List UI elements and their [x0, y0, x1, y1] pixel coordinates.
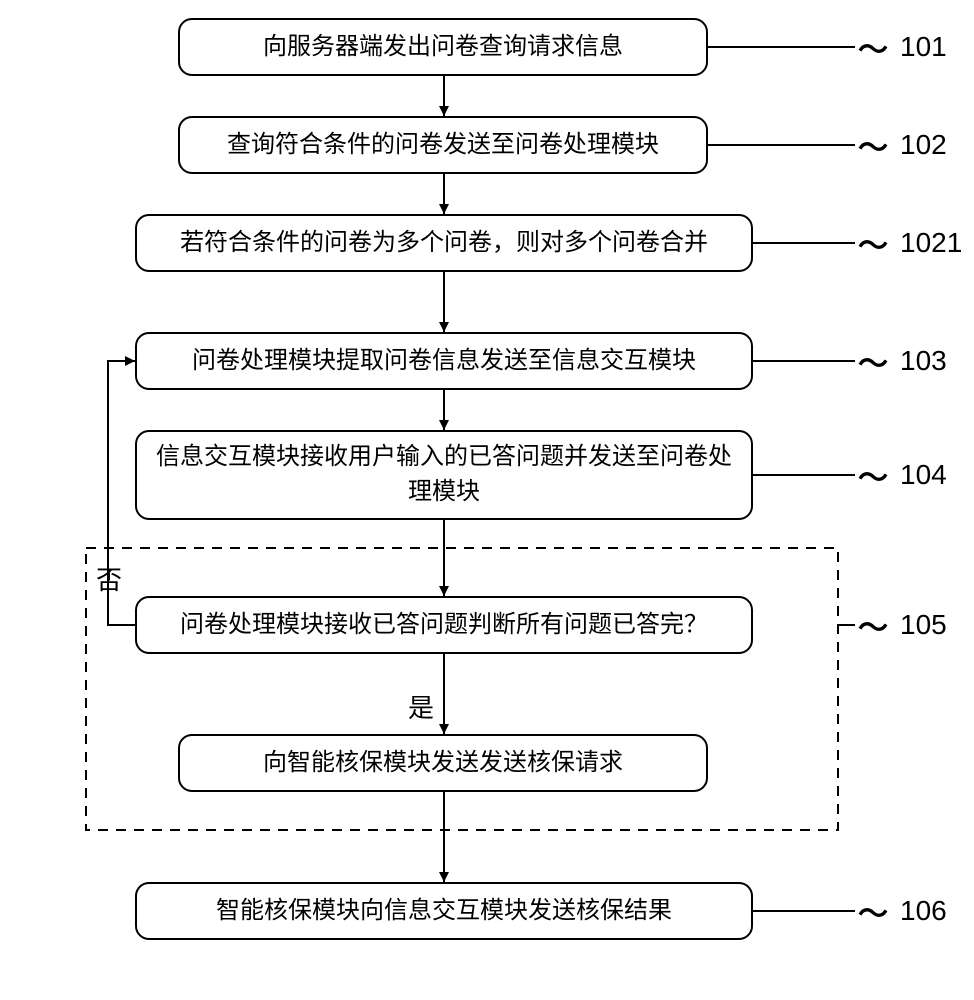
tilde-105: 〜 — [858, 603, 888, 647]
step-1021-text: 若符合条件的问卷为多个问卷，则对多个问卷合并 — [180, 226, 708, 261]
step-105: 问卷处理模块接收已答问题判断所有问题已答完？ — [135, 596, 753, 654]
step-104: 信息交互模块接收用户输入的已答问题并发送至问卷处理模块 — [135, 430, 753, 520]
step-105b-text: 向智能核保模块发送发送核保请求 — [263, 746, 623, 781]
label-105: 105 — [900, 609, 947, 641]
tilde-1021: 〜 — [858, 221, 888, 265]
tilde-101: 〜 — [858, 25, 888, 69]
step-104-text: 信息交互模块接收用户输入的已答问题并发送至问卷处理模块 — [147, 440, 741, 510]
label-101: 101 — [900, 31, 947, 63]
branch-no-label: 否 — [96, 560, 122, 597]
label-1021: 1021 — [900, 227, 962, 259]
tilde-104: 〜 — [858, 453, 888, 497]
step-106-text: 智能核保模块向信息交互模块发送核保结果 — [216, 894, 672, 929]
step-102: 查询符合条件的问卷发送至问卷处理模块 — [178, 116, 708, 174]
branch-yes-label: 是 — [408, 688, 434, 725]
label-103: 103 — [900, 345, 947, 377]
step-102-text: 查询符合条件的问卷发送至问卷处理模块 — [227, 128, 659, 163]
step-103-text: 问卷处理模块提取问卷信息发送至信息交互模块 — [192, 344, 696, 379]
label-106: 106 — [900, 895, 947, 927]
step-101-text: 向服务器端发出问卷查询请求信息 — [263, 30, 623, 65]
step-1021: 若符合条件的问卷为多个问卷，则对多个问卷合并 — [135, 214, 753, 272]
step-106: 智能核保模块向信息交互模块发送核保结果 — [135, 882, 753, 940]
label-102: 102 — [900, 129, 947, 161]
label-104: 104 — [900, 459, 947, 491]
tilde-103: 〜 — [858, 339, 888, 383]
tilde-106: 〜 — [858, 889, 888, 933]
flowchart-canvas: 向服务器端发出问卷查询请求信息 查询符合条件的问卷发送至问卷处理模块 若符合条件… — [0, 0, 974, 1000]
step-103: 问卷处理模块提取问卷信息发送至信息交互模块 — [135, 332, 753, 390]
tilde-102: 〜 — [858, 123, 888, 167]
step-101: 向服务器端发出问卷查询请求信息 — [178, 18, 708, 76]
step-105b: 向智能核保模块发送发送核保请求 — [178, 734, 708, 792]
step-105-text: 问卷处理模块接收已答问题判断所有问题已答完？ — [180, 608, 708, 643]
